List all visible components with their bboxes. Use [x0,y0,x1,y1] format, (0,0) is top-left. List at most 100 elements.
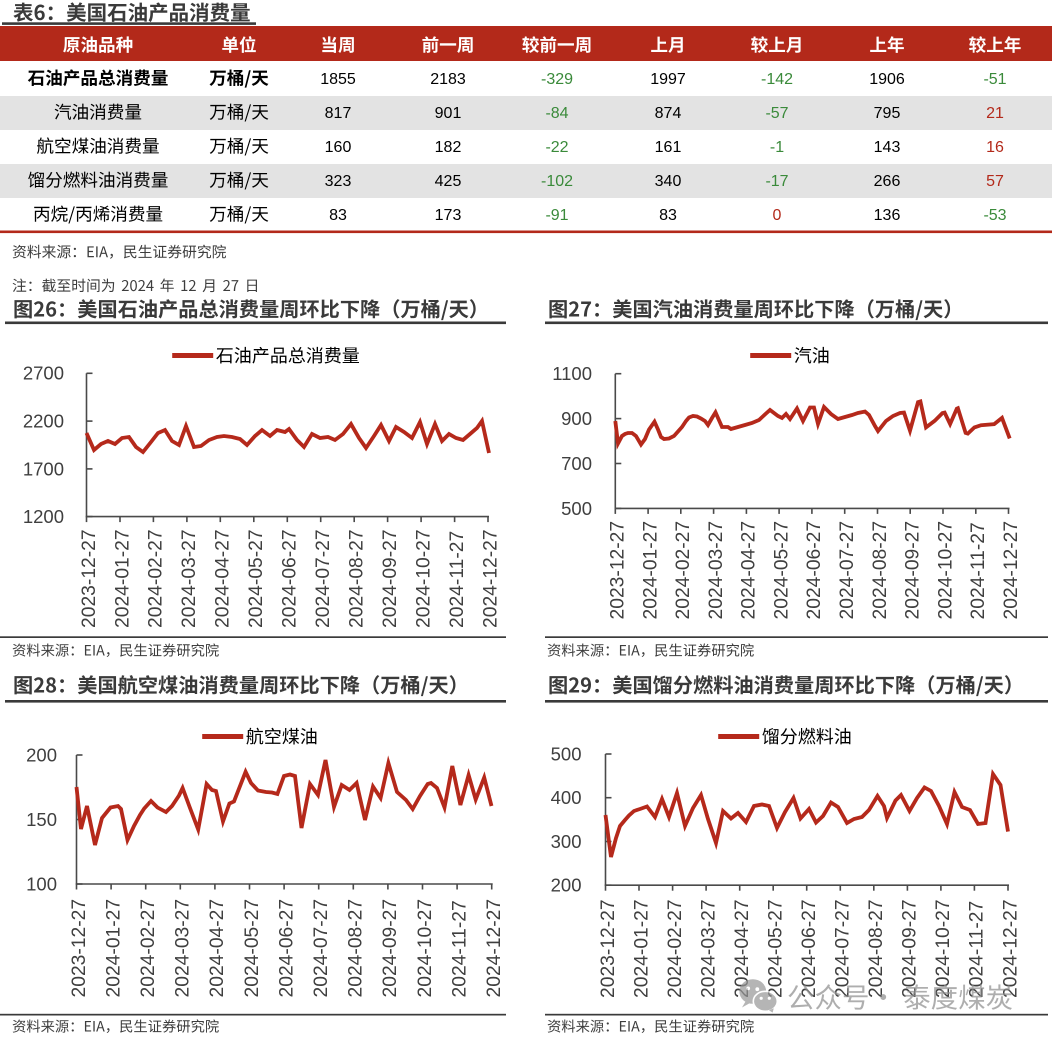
svg-text:2024-07-27: 2024-07-27 [833,899,854,998]
svg-text:-102: -102 [541,173,573,190]
svg-text:150: 150 [26,809,57,830]
svg-text:1200: 1200 [23,506,64,527]
svg-text:143: 143 [874,139,901,156]
svg-text:2024-09-27: 2024-09-27 [380,899,401,998]
svg-text:100: 100 [26,873,57,894]
svg-text:1997: 1997 [650,71,686,88]
svg-text:2024-06-27: 2024-06-27 [799,899,820,998]
svg-text:340: 340 [655,173,682,190]
svg-text:2024-01-27: 2024-01-27 [103,899,124,998]
svg-text:2024-04-27: 2024-04-27 [207,899,228,998]
svg-text:2024-05-27: 2024-05-27 [242,899,263,998]
svg-text:0: 0 [773,207,782,224]
svg-text:2183: 2183 [430,71,466,88]
svg-text:700: 700 [561,453,592,474]
svg-text:500: 500 [551,743,582,764]
svg-text:2024-07-27: 2024-07-27 [311,899,332,998]
svg-text:160: 160 [325,139,352,156]
svg-text:-84: -84 [545,105,568,122]
svg-text:425: 425 [435,173,462,190]
svg-text:-142: -142 [761,71,793,88]
svg-text:2024-11-27: 2024-11-27 [447,531,468,628]
svg-text:-57: -57 [765,105,788,122]
svg-text:2023-12-27: 2023-12-27 [608,521,629,620]
svg-text:2024-06-27: 2024-06-27 [280,529,301,628]
svg-text:-53: -53 [983,207,1006,224]
svg-text:-1: -1 [770,139,784,156]
svg-text:-22: -22 [545,139,568,156]
svg-text:2024-05-27: 2024-05-27 [766,899,787,998]
svg-text:2024-09-27: 2024-09-27 [380,529,401,628]
svg-text:2024-04-27: 2024-04-27 [739,521,760,620]
svg-text:2024-04-27: 2024-04-27 [732,899,753,998]
svg-text:400: 400 [551,787,582,808]
svg-text:1100: 1100 [552,363,592,384]
svg-text:2023-12-27: 2023-12-27 [598,899,619,998]
svg-text:2024-10-27: 2024-10-27 [415,899,436,998]
svg-text:2024-07-27: 2024-07-27 [837,521,858,620]
svg-text:2024-11-27: 2024-11-27 [968,522,989,619]
svg-text:2024-10-27: 2024-10-27 [935,521,956,620]
svg-text:136: 136 [874,207,901,224]
svg-text:57: 57 [986,173,1004,190]
svg-text:21: 21 [986,105,1004,122]
svg-text:2023-12-27: 2023-12-27 [69,899,90,998]
svg-text:2024-12-27: 2024-12-27 [1000,899,1021,998]
svg-text:2200: 2200 [23,411,64,432]
svg-text:2024-01-27: 2024-01-27 [640,521,661,620]
svg-text:1700: 1700 [23,458,64,479]
svg-text:2024-06-27: 2024-06-27 [276,899,297,998]
svg-text:16: 16 [986,139,1004,156]
svg-text:83: 83 [329,207,347,224]
svg-text:2024-02-27: 2024-02-27 [146,529,167,628]
svg-text:500: 500 [561,498,592,519]
svg-text:1906: 1906 [869,71,905,88]
svg-text:2024-09-27: 2024-09-27 [903,521,924,620]
svg-text:2024-02-27: 2024-02-27 [138,899,159,998]
svg-text:-91: -91 [545,207,568,224]
svg-text:-329: -329 [541,71,573,88]
svg-text:2024-03-27: 2024-03-27 [698,899,719,998]
svg-text:2024-08-27: 2024-08-27 [347,529,368,628]
svg-text:900: 900 [561,408,592,429]
svg-text:2024-09-27: 2024-09-27 [900,899,921,998]
svg-text:2024-04-27: 2024-04-27 [213,529,234,628]
svg-text:2024-06-27: 2024-06-27 [804,521,825,620]
svg-text:2024-01-27: 2024-01-27 [631,899,652,998]
svg-text:2024-01-27: 2024-01-27 [112,529,133,628]
svg-text:266: 266 [874,173,901,190]
svg-text:2024-08-27: 2024-08-27 [346,899,367,998]
svg-text:2024-05-27: 2024-05-27 [246,529,267,628]
svg-text:2024-11-27: 2024-11-27 [967,901,988,998]
svg-text:2024-10-27: 2024-10-27 [933,899,954,998]
svg-text:173: 173 [435,207,462,224]
svg-text:874: 874 [655,105,682,122]
svg-text:2700: 2700 [23,363,64,384]
svg-text:182: 182 [435,139,462,156]
svg-text:2024-03-27: 2024-03-27 [179,529,200,628]
svg-text:2024-03-27: 2024-03-27 [706,521,727,620]
svg-text:901: 901 [435,105,462,122]
svg-text:2024-02-27: 2024-02-27 [665,899,686,998]
svg-text:83: 83 [659,207,677,224]
svg-text:2024-12-27: 2024-12-27 [480,529,501,628]
svg-text:2024-07-27: 2024-07-27 [313,529,334,628]
svg-text:2024-02-27: 2024-02-27 [673,521,694,620]
svg-text:300: 300 [551,831,582,852]
svg-text:2024-10-27: 2024-10-27 [413,529,434,628]
svg-text:200: 200 [26,744,57,765]
svg-text:2024-08-27: 2024-08-27 [870,521,891,620]
svg-text:795: 795 [874,105,901,122]
svg-text:2024-03-27: 2024-03-27 [173,899,194,998]
svg-text:2024-05-27: 2024-05-27 [771,521,792,620]
svg-text:323: 323 [325,173,352,190]
svg-text:2024-12-27: 2024-12-27 [1001,521,1022,620]
svg-text:2023-12-27: 2023-12-27 [79,529,100,628]
svg-text:2024-12-27: 2024-12-27 [484,899,505,998]
svg-text:2024-08-27: 2024-08-27 [866,899,887,998]
svg-text:2024-11-27: 2024-11-27 [449,900,470,997]
svg-text:817: 817 [325,105,352,122]
svg-text:-51: -51 [983,71,1006,88]
svg-text:-17: -17 [765,173,788,190]
svg-text:161: 161 [655,139,682,156]
